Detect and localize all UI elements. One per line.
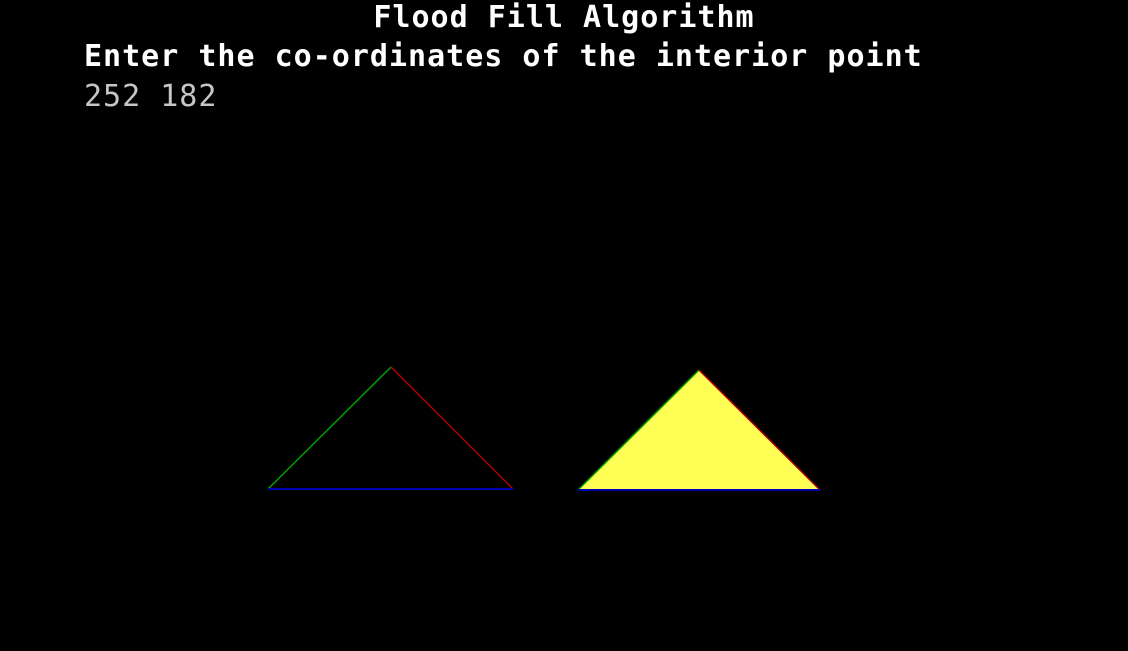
- triangle-fill: [578, 370, 820, 490]
- program-title: Flood Fill Algorithm: [373, 0, 755, 35]
- triangle-left-edge: [577, 369, 700, 491]
- coordinate-prompt: Enter the co-ordinates of the interior p…: [84, 39, 923, 74]
- triangle-right-edge: [390, 366, 514, 490]
- filled-triangle: [577, 369, 821, 491]
- triangle-left-edge: [267, 366, 392, 490]
- outline-triangle: [267, 366, 514, 490]
- triangle-right-edge: [698, 369, 821, 491]
- entered-coordinates[interactable]: 252 182: [84, 79, 218, 114]
